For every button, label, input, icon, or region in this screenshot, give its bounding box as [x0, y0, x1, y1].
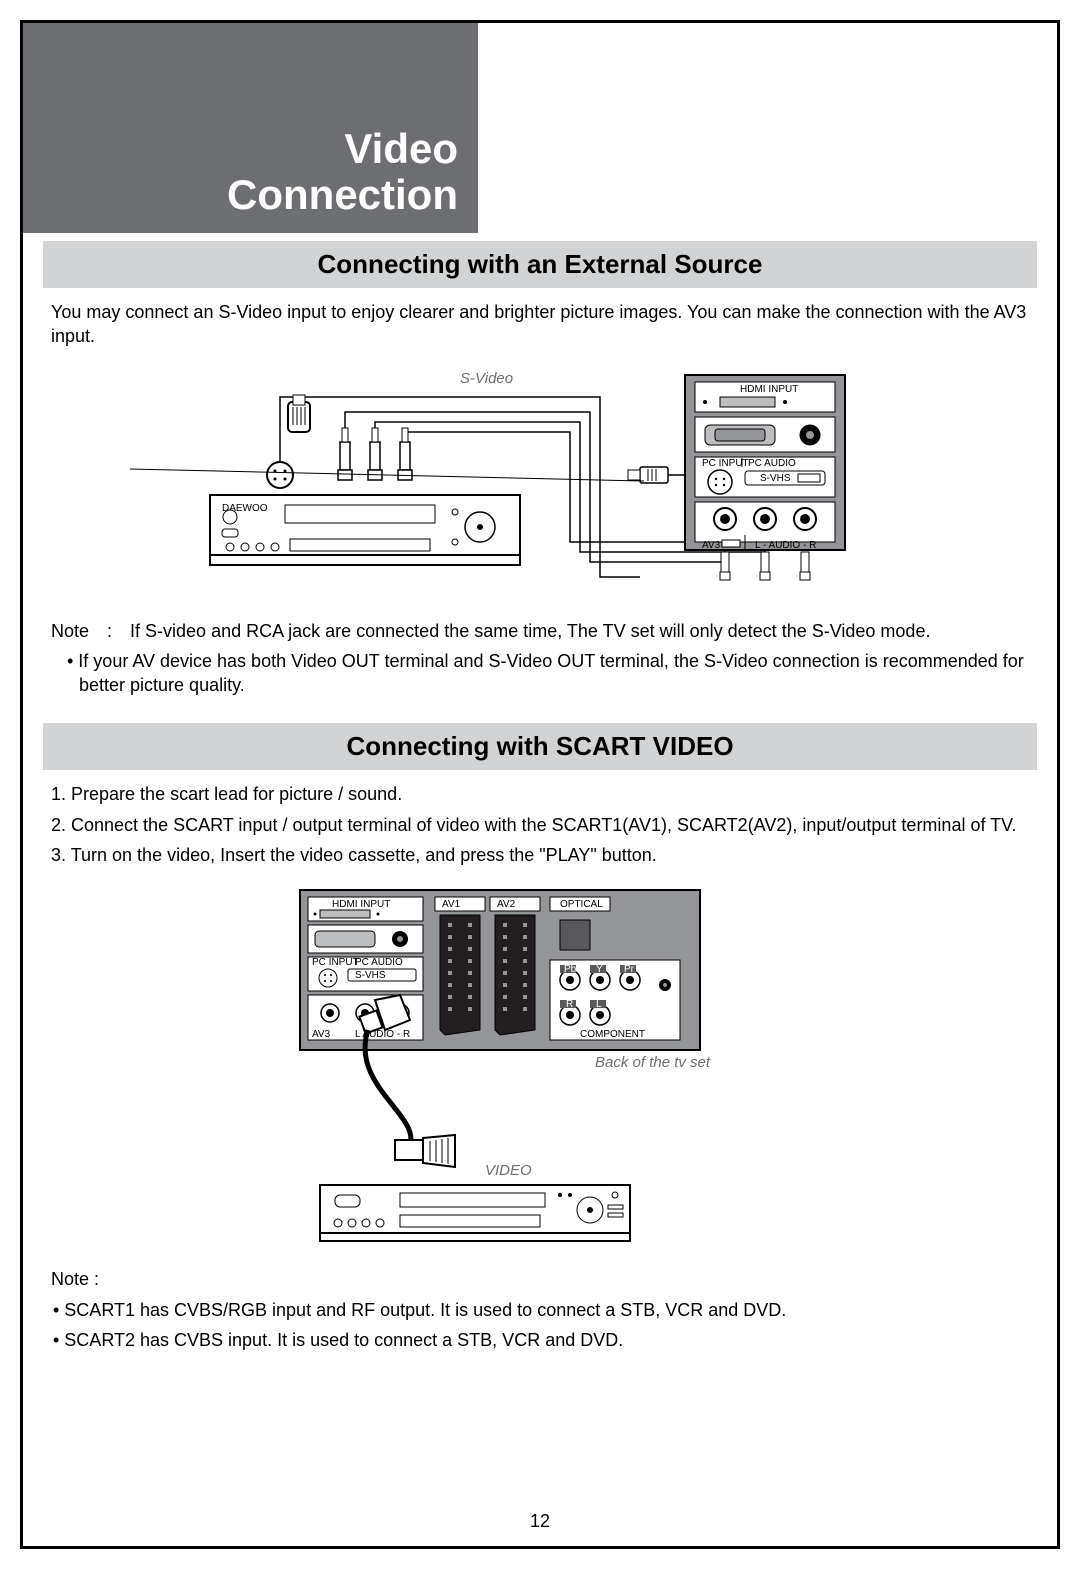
svideo-caption: S-Video — [460, 370, 513, 387]
section-heading-external: Connecting with an External Source — [43, 241, 1037, 288]
svg-text:AV3: AV3 — [702, 540, 721, 551]
note-svideo: Note : If S-video and RCA jack are conne… — [51, 619, 1029, 643]
diagram-svideo: S-Video — [51, 367, 1029, 597]
svideo-plug-icon — [267, 462, 293, 488]
section1-notes: Note : If S-video and RCA jack are conne… — [23, 607, 1057, 710]
note-bullet-1: • If your AV device has both Video OUT t… — [51, 649, 1029, 698]
svg-text:AV2: AV2 — [497, 899, 516, 910]
video-caption: VIDEO — [485, 1162, 532, 1179]
svg-text:OPTICAL: OPTICAL — [560, 899, 603, 910]
svg-text:AV1: AV1 — [442, 899, 461, 910]
scart-note-2: • SCART2 has CVBS input. It is used to c… — [51, 1328, 1029, 1352]
scart-connection-svg: HDMI INPUT PC INPUT PC AUDIO S-VHS — [260, 885, 820, 1245]
page-number: 12 — [23, 1511, 1057, 1532]
step-2: 2. Connect the SCART input / output term… — [51, 813, 1029, 837]
chapter-header: Video Connection — [23, 23, 478, 233]
rca-tv-plugs-icon — [720, 552, 810, 580]
tv-back-panel-icon: HDMI INPUT PC INPUT PC AUDIO S-VHS — [300, 890, 700, 1050]
svg-text:S-VHS: S-VHS — [760, 473, 791, 484]
scart-note-1: • SCART1 has CVBS/RGB input and RF outpu… — [51, 1298, 1029, 1322]
note-text: If S-video and RCA jack are connected th… — [130, 621, 930, 641]
svg-text:L AUDIO - R: L AUDIO - R — [355, 1029, 410, 1040]
svg-text:PC INPUT: PC INPUT — [312, 957, 359, 968]
svg-text:Y: Y — [596, 964, 603, 975]
section2-notes: Note : • SCART1 has CVBS/RGB input and R… — [23, 1255, 1057, 1364]
vcr-device-2-icon — [320, 1185, 630, 1241]
svideo-connection-svg: S-Video — [130, 367, 950, 597]
svg-text:COMPONENT: COMPONENT — [580, 1029, 645, 1040]
vcr-device-icon: DAEWOO — [210, 495, 520, 565]
svideo-cable-connector-icon — [130, 467, 730, 483]
svideo-din-plug-icon — [288, 395, 310, 432]
page-content: Connecting with an External Source You m… — [23, 241, 1057, 1546]
svg-text:R: R — [566, 999, 573, 1010]
back-caption: Back of the tv set — [595, 1054, 711, 1071]
step-3: 3. Turn on the video, Insert the video c… — [51, 843, 1029, 867]
rca-plugs-icon — [338, 428, 412, 480]
title-line-2: Connection — [227, 171, 458, 218]
svg-text:Pr: Pr — [624, 964, 635, 975]
title-line-1: Video — [344, 125, 458, 172]
section-heading-scart: Connecting with SCART VIDEO — [43, 723, 1037, 770]
chapter-title: Video Connection — [227, 126, 458, 218]
section2-steps: 1. Prepare the scart lead for picture / … — [23, 770, 1057, 879]
page-frame: Video Connection Connecting with an Exte… — [20, 20, 1060, 1549]
diagram-scart: HDMI INPUT PC INPUT PC AUDIO S-VHS — [51, 885, 1029, 1245]
intro-text: You may connect an S-Video input to enjo… — [51, 300, 1029, 349]
tv-rear-panel-icon: HDMI INPUT PC INPUT PC AUDIO — [685, 375, 845, 551]
svg-text:PC AUDIO: PC AUDIO — [355, 957, 403, 968]
svg-text:L - AUDIO - R: L - AUDIO - R — [755, 540, 816, 551]
svg-text:HDMI INPUT: HDMI INPUT — [740, 384, 798, 395]
note-lead: Note : — [51, 621, 130, 641]
note-lead-2: Note : — [51, 1267, 1029, 1291]
svg-text:S-VHS: S-VHS — [355, 970, 386, 981]
svg-text:PC AUDIO: PC AUDIO — [748, 458, 796, 469]
svg-text:L: L — [596, 999, 602, 1010]
section1-intro: You may connect an S-Video input to enjo… — [23, 288, 1057, 361]
svg-text:HDMI INPUT: HDMI INPUT — [332, 899, 390, 910]
svg-text:AV3: AV3 — [312, 1029, 331, 1040]
svg-text:Pb: Pb — [564, 964, 577, 975]
step-1: 1. Prepare the scart lead for picture / … — [51, 782, 1029, 806]
